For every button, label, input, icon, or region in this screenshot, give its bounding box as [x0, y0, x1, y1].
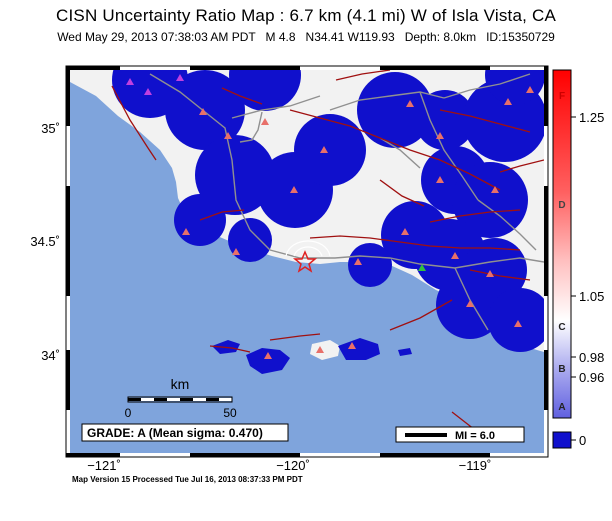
map-title: CISN Uncertainty Ratio Map : 6.7 km (4.1… — [56, 6, 556, 25]
x-axis-labels: −121˚ −120˚ −119˚ — [87, 458, 491, 473]
strong-motion-stations — [126, 74, 184, 95]
green-station — [418, 264, 426, 271]
intensity-contours — [285, 240, 331, 257]
grade-box: GRADE: A (Mean sigma: 0.470) — [81, 423, 289, 442]
x-tick-label: −119˚ — [459, 458, 492, 473]
colorbar-value: 1.05 — [579, 289, 604, 304]
faults — [111, 70, 544, 437]
colorbar-value: 0.98 — [579, 350, 604, 365]
y-tick-label: 34˚ — [41, 348, 60, 363]
grade-letter: F — [559, 91, 565, 102]
grade-letter: B — [558, 364, 565, 375]
roads — [149, 73, 544, 331]
frame-ticks — [66, 66, 548, 457]
colorbar-value: 0 — [579, 433, 586, 448]
map-area — [70, 70, 544, 453]
colorbar: F D C B A 1.25 1.05 0.98 0.96 0 — [552, 69, 604, 449]
x-tick-label: −121˚ — [87, 458, 121, 473]
map-footer: Map Version 15 Processed Tue Jul 16, 201… — [72, 475, 303, 484]
y-tick-label: 35˚ — [41, 121, 60, 136]
y-axis-labels: 35˚ 34.5˚ 34˚ — [30, 121, 60, 363]
grade-letter: C — [558, 322, 565, 333]
mi-text: MI = 6.0 — [455, 430, 495, 442]
map-subtitle: Wed May 29, 2013 07:38:03 AM PDT M 4.8 N… — [57, 30, 555, 44]
y-tick-label: 34.5˚ — [30, 234, 60, 249]
channel-islands — [212, 338, 412, 374]
scale-tick: 50 — [223, 406, 237, 420]
grade-letter: A — [558, 402, 565, 413]
x-tick-label: −120˚ — [276, 458, 310, 473]
scale-unit: km — [171, 376, 190, 392]
scale-bar: km 0 50 — [125, 376, 237, 420]
scale-tick: 0 — [125, 406, 132, 420]
colorbar-value: 1.25 — [579, 110, 604, 125]
colorbar-value: 0.96 — [579, 370, 604, 385]
colorbar-zero-swatch — [552, 431, 572, 449]
grade-text: GRADE: A (Mean sigma: 0.470) — [87, 426, 263, 440]
epicenter-star — [292, 250, 318, 273]
seismic-stations — [182, 86, 534, 359]
mi-legend: MI = 6.0 — [395, 426, 525, 443]
grade-letter: D — [558, 200, 565, 211]
